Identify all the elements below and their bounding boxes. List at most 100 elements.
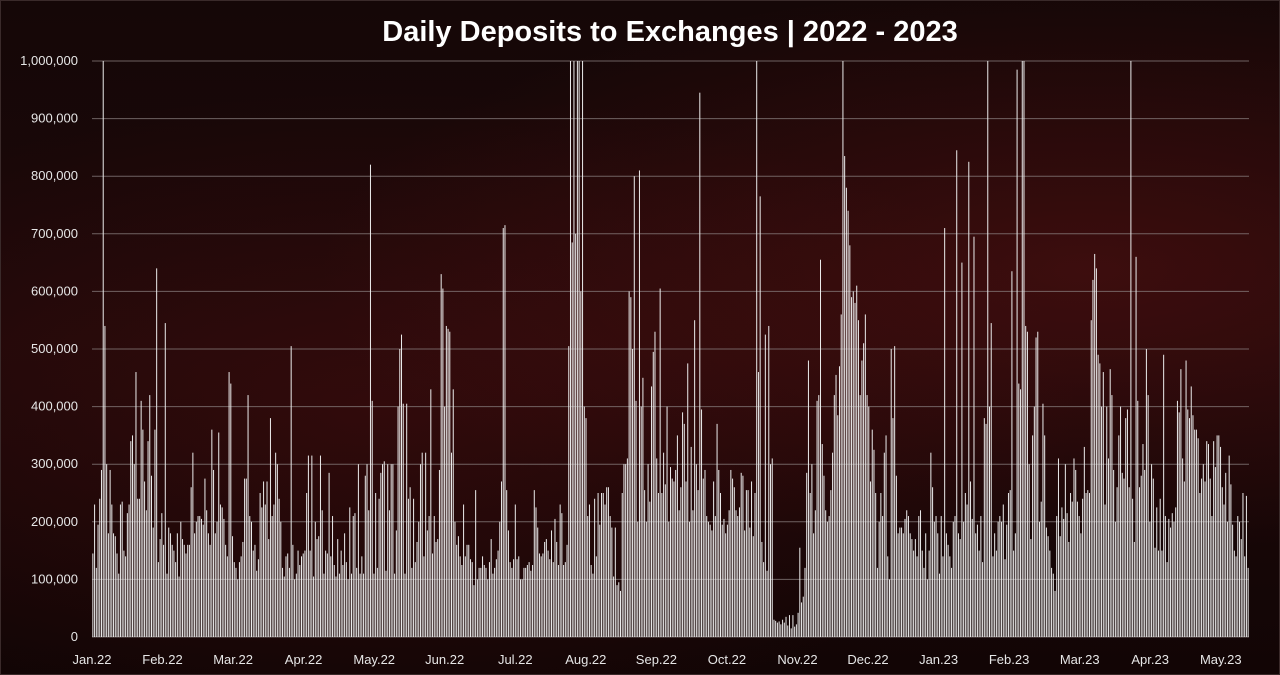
- bar: [833, 395, 835, 637]
- bar: [421, 452, 423, 637]
- bar: [880, 493, 882, 637]
- bar: [913, 550, 915, 637]
- bar: [150, 475, 152, 637]
- bar: [475, 490, 477, 637]
- bar: [1209, 478, 1211, 637]
- bar: [842, 61, 844, 637]
- bar: [1152, 478, 1154, 637]
- bar: [163, 544, 165, 637]
- bar: [637, 521, 639, 637]
- bar: [502, 228, 504, 638]
- bar: [899, 527, 901, 637]
- bar: [1194, 429, 1196, 637]
- bar: [187, 544, 189, 637]
- bar: [988, 406, 990, 637]
- bar: [738, 507, 740, 637]
- bar: [142, 429, 144, 637]
- bar: [425, 452, 427, 637]
- bar: [237, 579, 239, 637]
- bar: [920, 510, 922, 637]
- bar: [952, 521, 954, 637]
- bar: [94, 504, 96, 637]
- bar: [166, 573, 168, 637]
- bar: [682, 412, 684, 637]
- bar: [530, 570, 532, 637]
- bar: [551, 530, 553, 637]
- bar: [1149, 521, 1151, 637]
- bar: [671, 478, 673, 637]
- bar: [1230, 484, 1232, 637]
- bar: [202, 524, 204, 637]
- bar: [426, 530, 428, 637]
- bar: [1223, 504, 1225, 637]
- bar: [761, 541, 763, 637]
- bar: [535, 507, 537, 637]
- y-tick-label: 0: [71, 629, 78, 644]
- bar: [638, 170, 640, 637]
- bar: [809, 493, 811, 637]
- bar: [1228, 455, 1230, 637]
- bar: [714, 516, 716, 637]
- bar: [928, 550, 930, 637]
- bar: [380, 472, 382, 637]
- bar: [1135, 256, 1137, 637]
- bar: [325, 550, 327, 637]
- bar: [1140, 475, 1142, 637]
- bar: [538, 553, 540, 637]
- bar-series: [92, 61, 1249, 638]
- bar: [1073, 458, 1075, 637]
- y-axis-ticks: 0 100,000 200,000 300,000 400,000 500,000 600,…: [20, 53, 78, 644]
- bar: [361, 556, 363, 637]
- bar: [1111, 395, 1113, 637]
- bar: [1192, 415, 1194, 637]
- bar: [323, 573, 325, 637]
- bar: [859, 395, 861, 637]
- bar: [807, 360, 809, 637]
- bar: [792, 615, 794, 637]
- bar: [956, 150, 958, 637]
- bar: [937, 533, 939, 637]
- bar: [911, 539, 913, 637]
- bar: [287, 553, 289, 637]
- bar: [666, 406, 668, 637]
- bar: [1004, 559, 1006, 637]
- bar: [106, 464, 108, 637]
- bar: [275, 452, 277, 637]
- bar: [1106, 406, 1108, 637]
- bar: [620, 590, 621, 637]
- bar: [935, 516, 937, 637]
- bar: [457, 536, 459, 637]
- bar: [1068, 541, 1070, 637]
- bar: [914, 539, 916, 637]
- bar: [544, 541, 546, 637]
- bar: [371, 400, 373, 637]
- bar: [990, 323, 992, 637]
- y-tick-label: 400,000: [31, 399, 78, 414]
- bar: [569, 61, 571, 637]
- bar: [440, 274, 442, 637]
- bar: [844, 156, 846, 638]
- bar: [994, 533, 996, 637]
- bar: [970, 481, 972, 637]
- bar: [1095, 268, 1097, 637]
- bar: [211, 429, 213, 637]
- bar: [330, 556, 332, 637]
- bar: [599, 524, 601, 637]
- bar: [328, 472, 330, 637]
- bar: [973, 236, 975, 637]
- bar: [1190, 386, 1192, 637]
- bar: [971, 518, 973, 637]
- bar: [1032, 435, 1034, 637]
- bar: [411, 567, 413, 637]
- bar: [194, 533, 196, 637]
- bar: [214, 533, 216, 637]
- bar: [1247, 567, 1249, 637]
- bar: [647, 464, 649, 637]
- bar: [171, 544, 173, 637]
- bar: [349, 507, 351, 637]
- bar: [659, 288, 661, 637]
- bar: [1075, 469, 1077, 637]
- bar: [918, 516, 920, 637]
- bar: [816, 400, 818, 637]
